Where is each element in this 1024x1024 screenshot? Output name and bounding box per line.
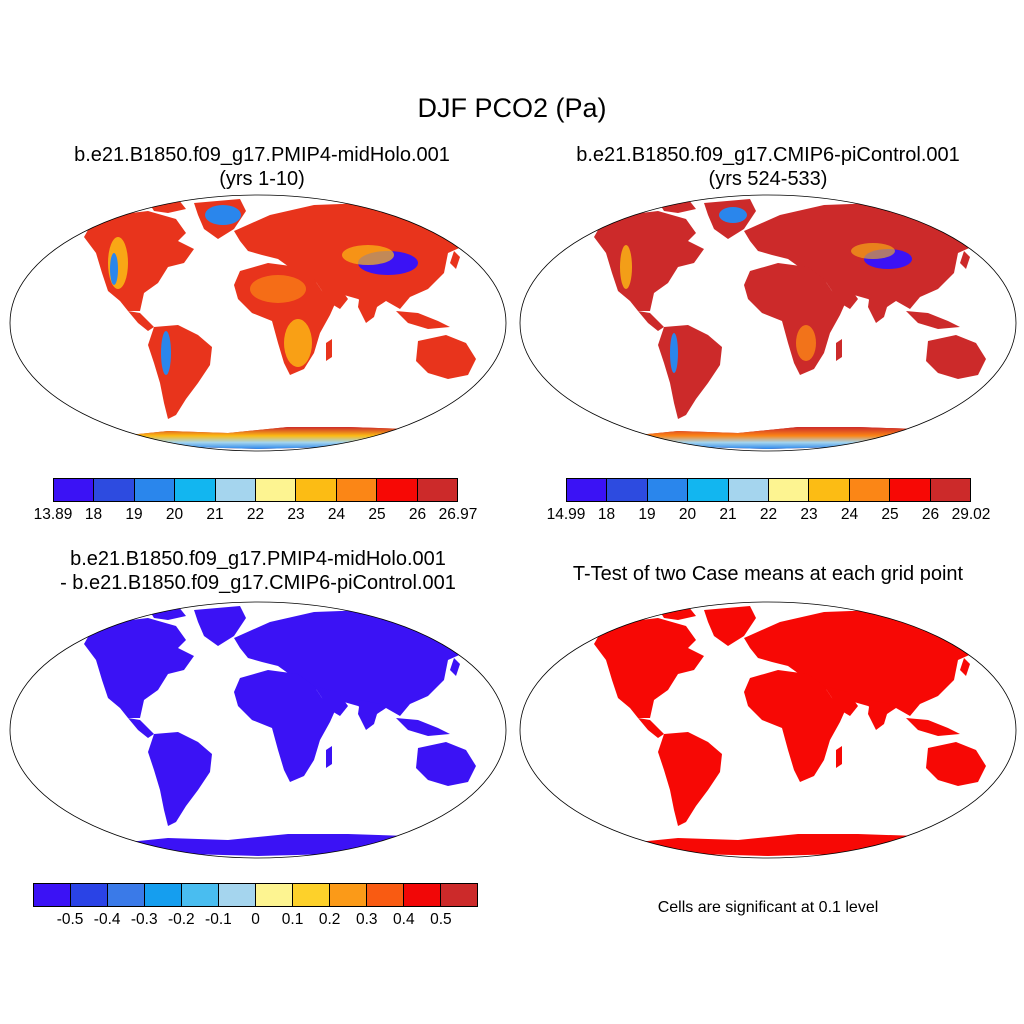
colorbar-swatch (728, 479, 770, 501)
colorbar-tick-label: 24 (327, 506, 346, 523)
colorbar-swatch (647, 479, 689, 501)
panel2-map (519, 194, 1017, 452)
colorbar-tick-label: 23 (287, 506, 305, 523)
colorbar-tick-label: -0.5 (56, 911, 84, 928)
colorbar-swatch (145, 884, 182, 906)
colorbar-tick-label: 0.4 (393, 911, 415, 928)
colorbar-swatch (54, 479, 95, 501)
colorbar-swatch (296, 479, 337, 501)
panel4-note: Cells are significant at 0.1 level (657, 899, 879, 916)
colorbar-tick-label: 19 (125, 506, 143, 523)
colorbar-tick-label: 25 (881, 506, 899, 523)
panel1-greenland-low (205, 205, 241, 225)
panel2-colorbar-ticks: 14.99 18 19 20 21 22 23 24 25 26 29.02 (547, 506, 991, 528)
colorbar-tick-label: 26 (921, 506, 940, 523)
colorbar-tick-label: 14.99 (546, 506, 586, 523)
colorbar-tick-label: 26.97 (438, 506, 478, 523)
colorbar-tick-label: 22 (246, 506, 265, 523)
colorbar-tick-label: 19 (638, 506, 656, 523)
colorbar-swatch (134, 479, 176, 501)
colorbar-tick-label: 18 (84, 506, 103, 523)
colorbar-tick-label: 0.3 (355, 911, 378, 928)
colorbar-swatch (71, 884, 108, 906)
panel1-map-border (9, 194, 507, 452)
colorbar-tick-label: 0.5 (430, 911, 452, 928)
colorbar-tick-label: 0.1 (281, 911, 304, 928)
colorbar-swatch (293, 884, 330, 906)
panel3-title: b.e21.B1850.f09_g17.PMIP4-midHolo.001 - … (8, 547, 508, 595)
colorbar-swatch (215, 479, 257, 501)
panel2-title-line2: (yrs 524-533) (708, 168, 828, 190)
panel3-title-line1: b.e21.B1850.f09_g17.PMIP4-midHolo.001 (70, 548, 446, 570)
colorbar-swatch (417, 479, 458, 501)
colorbar-swatch (688, 479, 729, 501)
colorbar-tick-label: -0.2 (167, 911, 195, 928)
colorbar-swatch (377, 479, 418, 501)
panel4-map-border (519, 601, 1017, 859)
panel2-title: b.e21.B1850.f09_g17.CMIP6-piControl.001 … (518, 143, 1018, 191)
colorbar-tick-label: 24 (840, 506, 859, 523)
panel2-greenland-low (719, 207, 747, 223)
colorbar-swatch (849, 479, 891, 501)
colorbar-swatch (890, 479, 931, 501)
panel3-map-border (9, 601, 507, 859)
figure-title: DJF PCO2 (Pa) (417, 93, 607, 123)
colorbar-tick-label: 21 (206, 506, 224, 523)
colorbar-tick-label: -0.3 (130, 911, 158, 928)
panel2-land (594, 199, 1000, 449)
colorbar-tick-label: 0 (251, 911, 260, 928)
panel3-colorbar-ticks: -0.5 -0.4 -0.3 -0.2 -0.1 0 0.1 0.2 0.3 0.4 0.5 (33, 911, 478, 933)
panel3-title-line2: - b.e21.B1850.f09_g17.CMIP6-piControl.00… (60, 572, 456, 594)
colorbar-tick-label: 20 (165, 506, 184, 523)
panel3-colorbar (33, 883, 478, 907)
panel1-title-line1: b.e21.B1850.f09_g17.PMIP4-midHolo.001 (74, 144, 450, 166)
colorbar-swatch (94, 479, 135, 501)
colorbar-swatch (182, 884, 219, 906)
colorbar-tick-label: 26 (408, 506, 427, 523)
colorbar-swatch (219, 884, 256, 906)
panel2-colorbar (566, 478, 971, 502)
colorbar-tick-label: -0.1 (205, 911, 232, 928)
colorbar-tick-label: 0.2 (318, 911, 341, 928)
panel4-title: T-Test of two Case means at each grid po… (572, 563, 964, 585)
colorbar-tick-label: 21 (719, 506, 737, 523)
colorbar-tick-label: -0.4 (93, 911, 121, 928)
panel1-land (84, 199, 490, 449)
panel1-title-line2: (yrs 1-10) (219, 168, 305, 190)
colorbar-swatch (175, 479, 216, 501)
colorbar-swatch (108, 884, 145, 906)
colorbar-swatch (769, 479, 810, 501)
panel3-map (9, 601, 507, 859)
colorbar-tick-label: 13.89 (33, 506, 73, 523)
colorbar-swatch (404, 884, 441, 906)
colorbar-swatch (256, 884, 293, 906)
colorbar-swatch (930, 479, 971, 501)
colorbar-tick-label: 20 (678, 506, 697, 523)
colorbar-swatch (336, 479, 378, 501)
colorbar-tick-label: 22 (759, 506, 778, 523)
panel4-land (594, 606, 1000, 856)
panel1-colorbar (53, 478, 458, 502)
panel2-map-border (519, 194, 1017, 452)
panel4-map (519, 601, 1017, 859)
panel1-map (9, 194, 507, 452)
panel2-title-line1: b.e21.B1850.f09_g17.CMIP6-piControl.001 (576, 144, 960, 166)
colorbar-tick-label: 25 (368, 506, 386, 523)
colorbar-swatch (809, 479, 850, 501)
colorbar-swatch (330, 884, 367, 906)
colorbar-swatch (567, 479, 608, 501)
panel1-title: b.e21.B1850.f09_g17.PMIP4-midHolo.001 (y… (12, 143, 512, 191)
colorbar-tick-label: 18 (597, 506, 616, 523)
colorbar-swatch (441, 884, 477, 906)
colorbar-swatch (367, 884, 404, 906)
colorbar-swatch (34, 884, 71, 906)
colorbar-tick-label: 23 (800, 506, 818, 523)
colorbar-tick-label: 29.02 (951, 506, 991, 523)
colorbar-swatch (607, 479, 648, 501)
panel3-land (84, 606, 490, 856)
panel1-colorbar-ticks: 13.89 18 19 20 21 22 23 24 25 26 26.97 (34, 506, 478, 528)
colorbar-swatch (256, 479, 297, 501)
